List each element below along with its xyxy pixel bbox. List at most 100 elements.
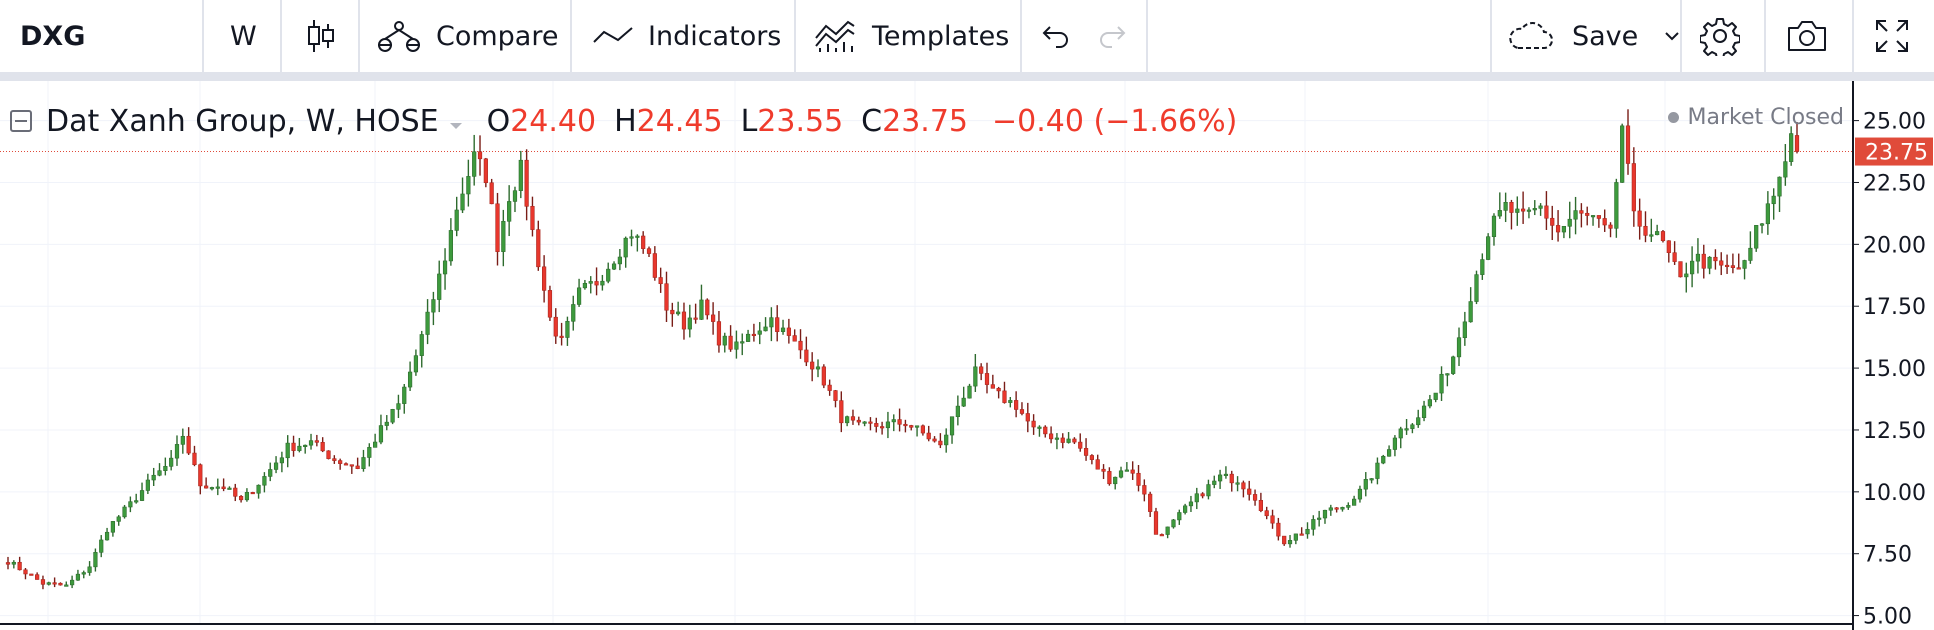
- price-chart[interactable]: 25.00 22.50 20.00 17.50 15.00 12.50 10.00 7.50 5…: [0, 81, 1934, 630]
- candle-body: [973, 366, 978, 387]
- candle-body: [413, 355, 419, 373]
- fullscreen-button[interactable]: [1874, 0, 1910, 72]
- candle-body: [407, 371, 413, 388]
- candle-body: [606, 268, 611, 282]
- candle-body: [64, 584, 69, 587]
- candle-body: [914, 425, 920, 428]
- candle-body: [1054, 437, 1060, 440]
- candle-body: [192, 452, 197, 466]
- candle-body: [233, 487, 238, 497]
- candle-body: [1707, 256, 1712, 269]
- candle-body: [1282, 535, 1287, 545]
- compare-button[interactable]: Compare: [376, 0, 558, 72]
- undo-button[interactable]: [1040, 0, 1070, 72]
- candle-body: [1759, 223, 1765, 226]
- candle-body: [1695, 253, 1701, 262]
- candle-body: [1550, 217, 1555, 226]
- candle-body: [827, 384, 832, 391]
- open-label: O: [486, 103, 511, 139]
- candle-body: [291, 442, 296, 451]
- chevron-down-icon[interactable]: [1664, 31, 1680, 41]
- candle-body: [99, 539, 104, 553]
- save-button[interactable]: Save: [1506, 0, 1680, 72]
- change-value: −0.40 (−1.66%): [992, 103, 1238, 139]
- candle-body: [553, 316, 558, 337]
- candle-body: [1136, 472, 1141, 486]
- toolbar-divider: [1146, 0, 1148, 72]
- candle-body: [1340, 507, 1345, 510]
- candle-body: [757, 330, 762, 335]
- candle-body: [1235, 482, 1240, 485]
- candle-body: [1229, 473, 1234, 484]
- candle-body: [1270, 515, 1275, 524]
- candle-body: [1317, 517, 1322, 520]
- candle-body: [1649, 234, 1654, 237]
- candle-body: [157, 470, 162, 476]
- candle-body: [174, 444, 180, 459]
- candle-body: [1486, 236, 1491, 260]
- candle-body: [932, 438, 937, 442]
- chevron-down-icon[interactable]: [449, 104, 463, 139]
- candle-body: [1783, 161, 1788, 178]
- candle-body: [1363, 479, 1368, 490]
- candle-body: [361, 457, 366, 469]
- last-price-label: 23.75: [1865, 141, 1928, 166]
- candle-body: [1538, 205, 1543, 209]
- candle-body: [565, 320, 570, 338]
- indicators-icon: [592, 24, 634, 48]
- interval-label: W: [230, 20, 257, 52]
- candle-body: [437, 273, 442, 300]
- interval-button[interactable]: W: [230, 0, 257, 72]
- candle-body: [58, 582, 63, 586]
- candle-body: [1188, 501, 1194, 507]
- candle-body: [1573, 210, 1578, 220]
- series-title[interactable]: Dat Xanh Group, W, HOSE: [46, 103, 439, 139]
- candle-body: [1381, 455, 1386, 464]
- snapshot-button[interactable]: [1786, 0, 1828, 72]
- toolbar-divider: [1764, 0, 1766, 72]
- candle-body: [1777, 176, 1782, 197]
- candle-body: [1305, 528, 1310, 535]
- chart-area[interactable]: 25.00 22.50 20.00 17.50 15.00 12.50 10.00 7.50 5…: [0, 81, 1934, 630]
- candle-body: [961, 397, 966, 407]
- price-tick-label: 15.00: [1863, 357, 1926, 382]
- candle-body: [285, 442, 290, 459]
- candle-body: [52, 582, 57, 585]
- candle-body: [588, 281, 593, 284]
- candle-body: [122, 506, 127, 518]
- candle-body: [29, 573, 34, 576]
- price-tick-label: 12.50: [1863, 419, 1926, 444]
- chart-type-button[interactable]: [306, 0, 336, 72]
- close-value: 23.75: [882, 103, 969, 139]
- candle-body: [17, 561, 22, 571]
- redo-button[interactable]: [1098, 0, 1128, 72]
- toolbar-divider: [1680, 0, 1682, 72]
- settings-button[interactable]: [1700, 0, 1740, 72]
- market-status: Market Closed: [1668, 105, 1844, 130]
- candle-body: [722, 335, 727, 346]
- candle-body: [198, 464, 203, 487]
- candle-body: [1730, 265, 1736, 268]
- candle-body: [658, 277, 663, 285]
- candle-body: [402, 386, 407, 404]
- collapse-icon[interactable]: [10, 110, 32, 132]
- symbol-search[interactable]: DXG: [20, 0, 85, 72]
- candle-body: [1468, 301, 1473, 323]
- templates-button[interactable]: Templates: [814, 0, 1009, 72]
- candle-body: [1748, 247, 1753, 261]
- candle-body: [472, 151, 477, 177]
- candle-body: [664, 283, 669, 311]
- candle-body: [1276, 522, 1281, 537]
- candle-body: [547, 290, 553, 318]
- price-axis: 25.00 22.50 20.00 17.50 15.00 12.50 10.00 7.50 5…: [1852, 81, 1933, 630]
- candle-body: [308, 440, 314, 446]
- candle-body: [1124, 469, 1129, 472]
- indicators-button[interactable]: Indicators: [592, 0, 781, 72]
- candle-body: [1590, 215, 1596, 218]
- candle-body: [1724, 264, 1730, 268]
- candle-body: [81, 572, 86, 575]
- price-tick-label: 22.50: [1863, 171, 1926, 196]
- candle-body: [1019, 409, 1025, 414]
- candle-body: [1497, 210, 1502, 217]
- candle-body: [891, 419, 896, 423]
